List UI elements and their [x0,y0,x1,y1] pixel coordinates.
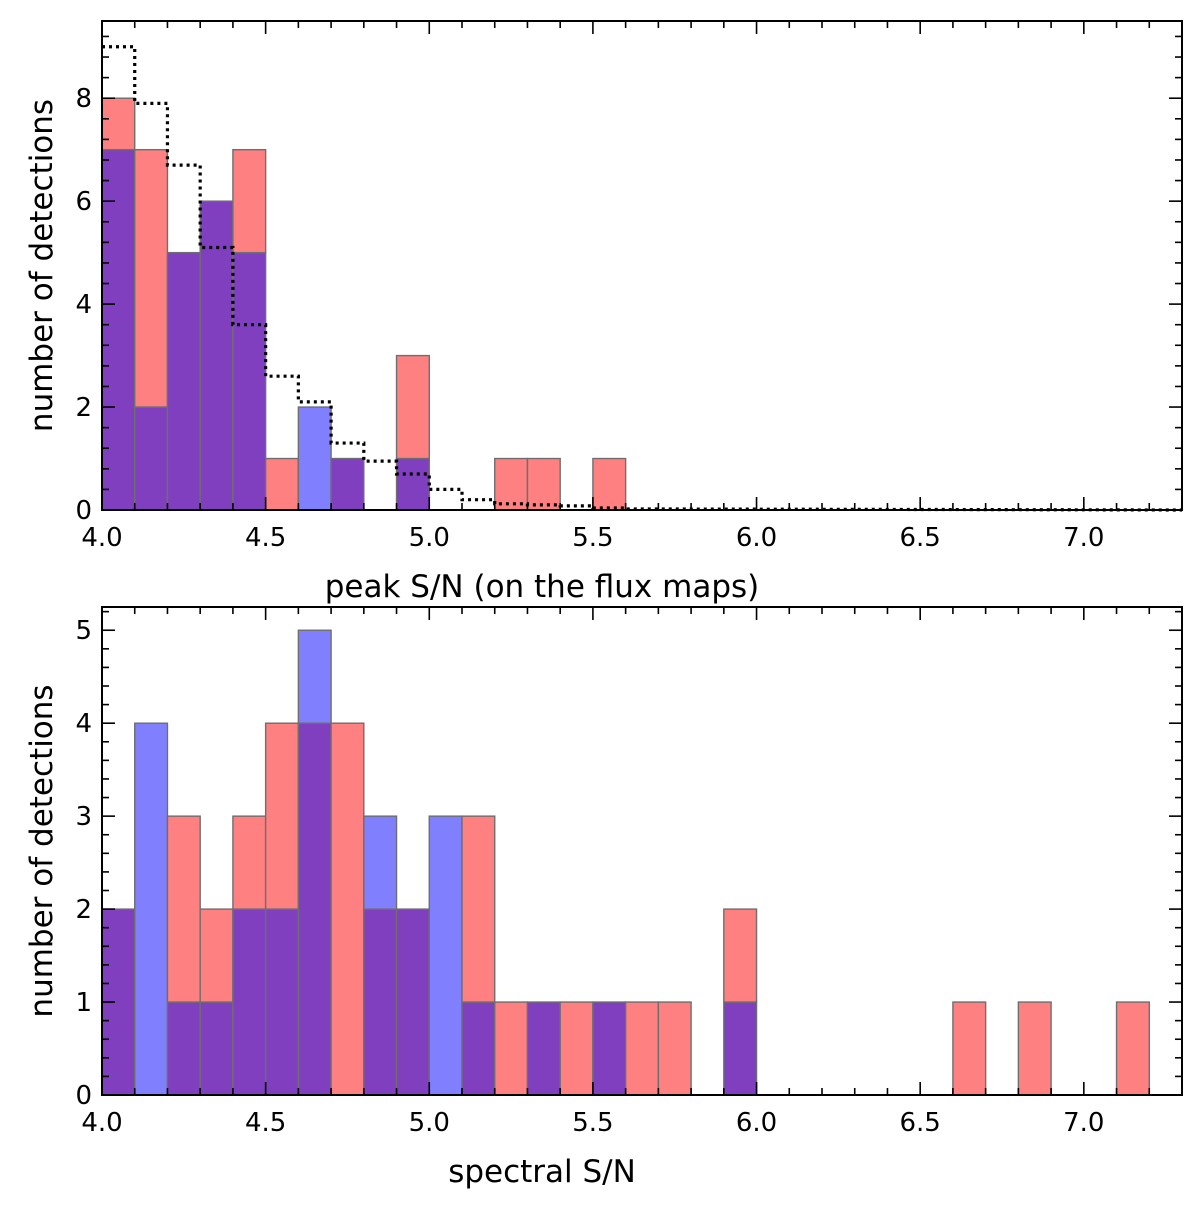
top-y-axis-label: number of detections [24,99,60,432]
x-tick-label: 7.0 [1063,1108,1104,1138]
blue-bar [297,629,332,724]
bottom-plot-frame [101,606,1183,1096]
x-tick-label: 5.5 [572,1108,613,1138]
overlap-bar [526,1001,561,1096]
overlap-bar [264,908,300,1096]
blue-bar [134,722,169,1096]
top-dotted-step [102,45,1183,512]
top-bars [101,97,627,511]
overlap-bar [395,908,430,1096]
red-bar [101,97,136,151]
bottom-y-tick-labels: 0 1 2 3 4 5 [75,616,92,1111]
red-bar [952,1001,987,1096]
top-x-axis-label: peak S/N (on the flux maps) [325,569,760,605]
x-tick-label: 6.5 [900,1108,941,1138]
blue-bar [428,815,463,1096]
y-tick-label: 6 [75,187,92,217]
bottom-y-axis-label: number of detections [24,684,60,1017]
top-plot-frame [101,20,1183,511]
y-tick-label: 5 [75,616,92,646]
red-bar [624,1001,660,1096]
overlap-bar [101,148,136,511]
red-bar [166,815,201,1003]
top-x-tick-labels: 4.0 4.5 5.0 5.5 6.0 6.5 7.0 [81,523,1104,553]
x-tick-label: 7.0 [1063,523,1104,553]
y-tick-label: 4 [75,709,92,739]
dotted-step-line [102,45,1183,512]
overlap-bar [297,722,332,1096]
overlap-bar [363,908,398,1096]
bottom-histogram-panel: 4.0 4.5 5.0 5.5 6.0 6.5 7.0 0 1 2 3 4 5 spectral S/… [24,606,1183,1190]
y-tick-label: 2 [75,895,92,925]
overlap-bar [330,457,365,511]
overlap-bar [166,251,201,511]
red-bar [461,815,496,1003]
y-tick-label: 0 [75,1081,92,1111]
y-tick-label: 2 [75,393,92,423]
overlap-bar [232,908,267,1096]
overlap-bar [592,1001,627,1096]
overlap-bar [723,1001,758,1096]
red-bar [723,908,758,1003]
red-bar [199,908,234,1003]
overlap-bar [166,1001,201,1096]
bottom-bars [101,629,1150,1096]
red-bar [395,354,430,460]
blue-bar [297,406,332,511]
x-tick-label: 5.0 [409,1108,450,1138]
x-tick-label: 5.0 [409,523,450,553]
bottom-x-axis-label: spectral S/N [448,1154,636,1190]
red-bar [264,722,300,910]
overlap-bar [461,1001,496,1096]
top-y-tick-labels: 0 2 4 6 8 [75,84,92,526]
x-tick-label: 4.0 [81,1108,122,1138]
red-bar [264,457,300,511]
top-ticks [101,21,1183,511]
x-tick-label: 4.0 [81,523,122,553]
x-tick-label: 4.5 [245,1108,286,1138]
overlap-bar [232,251,267,511]
bottom-x-tick-labels: 4.0 4.5 5.0 5.5 6.0 6.5 7.0 [81,1108,1104,1138]
x-tick-label: 5.5 [572,523,613,553]
red-bar [232,815,267,910]
x-tick-label: 6.0 [736,1108,777,1138]
y-tick-label: 4 [75,290,92,320]
overlap-bar [199,1001,234,1096]
overlap-bar [395,457,430,511]
overlap-bar [134,406,169,511]
red-bar [494,1001,529,1096]
red-bar [559,1001,594,1096]
y-tick-label: 1 [75,988,92,1018]
x-tick-label: 4.5 [245,523,286,553]
blue-bar [363,815,398,910]
red-bar [592,457,627,511]
red-bar [526,457,561,511]
y-tick-label: 3 [75,802,92,832]
overlap-bar [199,200,234,511]
y-tick-label: 8 [75,84,92,114]
red-bar [134,148,169,408]
red-bar [232,148,267,254]
red-bar [1017,1001,1052,1096]
red-bar [657,1001,692,1096]
x-tick-label: 6.5 [900,523,941,553]
red-bar [1115,1001,1150,1096]
top-histogram-panel: 4.0 4.5 5.0 5.5 6.0 6.5 7.0 0 2 4 6 8 peak S/N (on… [24,20,1183,605]
x-tick-label: 6.0 [736,523,777,553]
y-tick-label: 0 [75,496,92,526]
red-bar [330,722,365,1096]
